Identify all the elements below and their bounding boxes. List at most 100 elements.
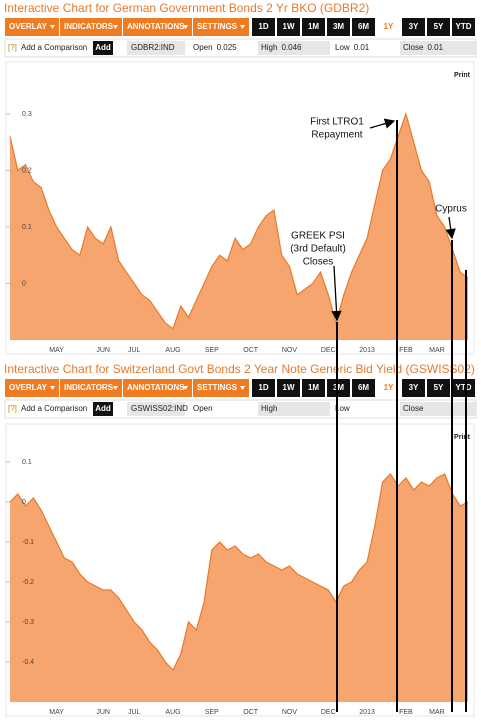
menu-button[interactable] xyxy=(60,379,122,397)
x-tick-label: JUN xyxy=(96,709,110,716)
period-button[interactable] xyxy=(377,18,400,36)
x-tick-label: AUG xyxy=(165,347,180,354)
field: Close xyxy=(403,404,424,413)
field: Open xyxy=(193,404,213,413)
period-label: 1D xyxy=(258,22,268,31)
add-label: Add xyxy=(95,404,111,413)
period-button[interactable] xyxy=(352,18,375,36)
period-button[interactable] xyxy=(377,379,400,397)
x-tick-label: DEC xyxy=(321,709,336,716)
period-label: 5Y xyxy=(434,383,444,392)
dropdown-arrow xyxy=(183,386,188,390)
field-label: Low xyxy=(335,404,350,413)
dropdown-arrow xyxy=(183,25,188,29)
y-tick-label: 0.3 xyxy=(22,111,32,118)
add-button[interactable] xyxy=(93,402,113,416)
x-tick-label: SEP xyxy=(205,347,219,354)
period-label: 6M xyxy=(358,383,369,392)
menu-label: OVERLAY xyxy=(9,383,48,392)
x-tick-label: JUL xyxy=(128,347,141,354)
y-tick-label: 0.1 xyxy=(22,224,32,231)
compare-label: Add a Comparison xyxy=(21,43,87,52)
field-value: 0.01 xyxy=(427,43,443,52)
menu-label: ANNOTATIONS xyxy=(127,383,185,392)
period-button[interactable] xyxy=(327,379,350,397)
field-box xyxy=(400,402,476,416)
x-tick-label: MAR xyxy=(429,709,445,716)
period-button[interactable] xyxy=(277,379,300,397)
ticker-box xyxy=(127,402,185,416)
annotation: Cyprus xyxy=(435,204,467,215)
dropdown-arrow xyxy=(113,386,118,390)
period-button[interactable] xyxy=(252,18,275,36)
x-tick-label: 2013 xyxy=(359,709,375,716)
print-link[interactable]: Print xyxy=(454,72,471,79)
menu-button[interactable] xyxy=(123,379,192,397)
field-value: 0.01 xyxy=(354,43,370,52)
period-button[interactable] xyxy=(427,379,450,397)
x-tick-label: MAY xyxy=(49,347,64,354)
x-tick-label: DEC xyxy=(321,347,336,354)
field-value: 0.046 xyxy=(281,43,302,52)
field-label: High xyxy=(261,404,277,413)
menu-button[interactable] xyxy=(193,379,249,397)
menu-button[interactable] xyxy=(193,18,249,36)
x-tick-label: OCT xyxy=(243,709,259,716)
x-tick-label: SEP xyxy=(205,709,219,716)
menu-button[interactable] xyxy=(60,18,122,36)
dropdown-arrow xyxy=(50,386,55,390)
annotation-arrow xyxy=(445,216,456,240)
field-label: Low xyxy=(335,43,350,52)
x-tick-label: 2013 xyxy=(359,347,375,354)
menu-button[interactable] xyxy=(5,379,59,397)
area xyxy=(10,113,468,341)
period-button[interactable] xyxy=(402,18,425,36)
field-label: Close xyxy=(403,404,424,413)
ticker-box xyxy=(127,41,185,55)
y-tick-label: -0.2 xyxy=(22,579,34,586)
dropdown-arrow xyxy=(240,386,245,390)
x-tick-label: MAR xyxy=(429,347,445,354)
period-label: 3Y xyxy=(409,22,419,31)
ticker: GSWISS02:IND xyxy=(131,404,188,413)
menu-label: INDICATORS xyxy=(64,383,114,392)
annotation: GREEK PSI xyxy=(291,231,345,242)
menu-button[interactable] xyxy=(5,18,59,36)
period-label: 1M xyxy=(308,22,319,31)
period-button[interactable] xyxy=(352,379,375,397)
period-button[interactable] xyxy=(302,379,325,397)
field-value: 0.025 xyxy=(217,43,238,52)
period-button[interactable] xyxy=(452,379,475,397)
period-button[interactable] xyxy=(452,18,475,36)
period-label: 1W xyxy=(283,22,295,31)
period-label: 5Y xyxy=(434,22,444,31)
period-button[interactable] xyxy=(327,18,350,36)
period-button[interactable] xyxy=(302,18,325,36)
period-button[interactable] xyxy=(252,379,275,397)
menu-button[interactable] xyxy=(123,18,192,36)
menu-label: ANNOTATIONS xyxy=(127,22,185,31)
period-button[interactable] xyxy=(402,379,425,397)
annotation: First LTRO1 xyxy=(310,117,364,128)
period-button[interactable] xyxy=(427,18,450,36)
period-label: 3M xyxy=(333,383,344,392)
chart-title: Interactive Chart for German Government … xyxy=(4,1,369,15)
print-link[interactable]: Print xyxy=(454,434,471,441)
field: Low xyxy=(335,404,350,413)
dropdown-arrow xyxy=(50,25,55,29)
ticker: GDBR2:IND xyxy=(131,43,175,52)
period-label: 1D xyxy=(258,383,268,392)
help-icon: [?] xyxy=(8,404,17,413)
period-button[interactable] xyxy=(277,18,300,36)
x-tick-label: JUL xyxy=(128,709,141,716)
area xyxy=(10,474,468,702)
add-button[interactable] xyxy=(93,41,113,55)
y-tick-label: 0 xyxy=(22,280,26,287)
period-label: 1W xyxy=(283,383,295,392)
field-box xyxy=(400,41,476,55)
x-tick-label: FEB xyxy=(399,347,413,354)
field-label: Close xyxy=(403,43,424,52)
field-label: Open xyxy=(193,404,213,413)
x-tick-label: AUG xyxy=(165,709,180,716)
